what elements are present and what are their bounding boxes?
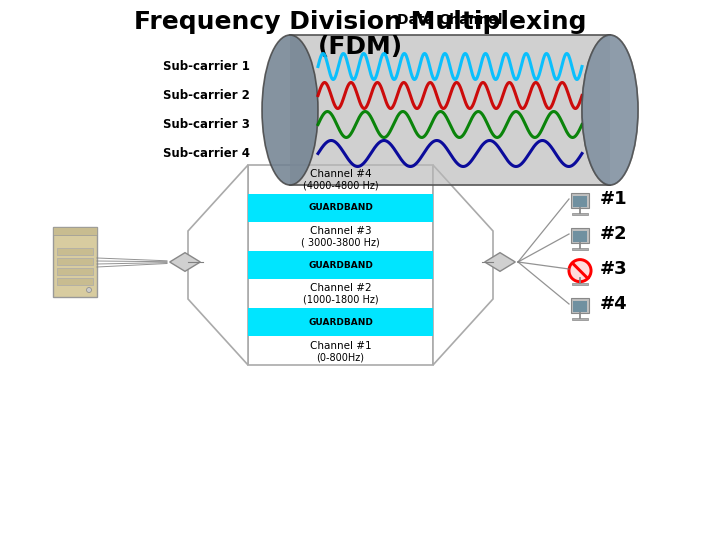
Text: Channel #3: Channel #3 xyxy=(310,226,372,237)
Ellipse shape xyxy=(582,35,638,185)
Text: Channel #1: Channel #1 xyxy=(310,341,372,350)
Polygon shape xyxy=(485,253,516,271)
Text: (FDM): (FDM) xyxy=(318,35,402,59)
Text: #1: #1 xyxy=(600,190,628,208)
Text: Channel #2: Channel #2 xyxy=(310,284,372,293)
FancyBboxPatch shape xyxy=(571,298,590,313)
Text: (4000-4800 Hz): (4000-4800 Hz) xyxy=(302,180,378,191)
Bar xyxy=(53,227,97,235)
FancyBboxPatch shape xyxy=(571,263,590,278)
Text: Sub-carrier 1: Sub-carrier 1 xyxy=(163,60,250,73)
Ellipse shape xyxy=(582,35,638,185)
Text: #3: #3 xyxy=(600,260,628,278)
Bar xyxy=(572,319,588,320)
Text: GUARDBAND: GUARDBAND xyxy=(308,260,373,269)
Ellipse shape xyxy=(262,35,318,185)
Circle shape xyxy=(569,260,591,282)
Bar xyxy=(573,301,588,312)
Text: GUARDBAND: GUARDBAND xyxy=(308,204,373,212)
Text: (1000-1800 Hz): (1000-1800 Hz) xyxy=(302,295,378,305)
Text: #4: #4 xyxy=(600,295,628,313)
Circle shape xyxy=(86,287,91,293)
Text: Sub-carrier 2: Sub-carrier 2 xyxy=(163,89,250,102)
Polygon shape xyxy=(170,253,200,271)
Text: Sub-carrier 3: Sub-carrier 3 xyxy=(163,118,250,131)
Bar xyxy=(57,258,93,265)
Text: (0-800Hz): (0-800Hz) xyxy=(317,352,364,362)
Bar xyxy=(573,195,588,207)
FancyBboxPatch shape xyxy=(571,228,590,244)
Text: Data Channel: Data Channel xyxy=(397,13,503,27)
FancyBboxPatch shape xyxy=(571,193,590,208)
Text: ( 3000-3800 Hz): ( 3000-3800 Hz) xyxy=(301,238,380,248)
Bar xyxy=(573,231,588,241)
Bar xyxy=(57,278,93,285)
Text: Channel #4: Channel #4 xyxy=(310,169,372,179)
Bar xyxy=(572,248,588,250)
Text: Frequency Division Multiplexing: Frequency Division Multiplexing xyxy=(134,10,586,34)
Bar xyxy=(572,284,588,285)
Bar xyxy=(248,251,433,279)
Bar xyxy=(248,193,433,222)
Bar xyxy=(248,165,433,365)
Bar xyxy=(572,213,588,215)
Bar xyxy=(57,248,93,255)
Bar xyxy=(573,266,588,276)
Bar xyxy=(57,268,93,275)
Text: Sub-carrier 4: Sub-carrier 4 xyxy=(163,147,250,160)
Bar xyxy=(290,35,610,185)
Text: GUARDBAND: GUARDBAND xyxy=(308,318,373,327)
Bar xyxy=(53,227,97,297)
Polygon shape xyxy=(433,165,493,365)
Bar xyxy=(248,308,433,336)
Text: #2: #2 xyxy=(600,225,628,243)
Polygon shape xyxy=(188,165,248,365)
